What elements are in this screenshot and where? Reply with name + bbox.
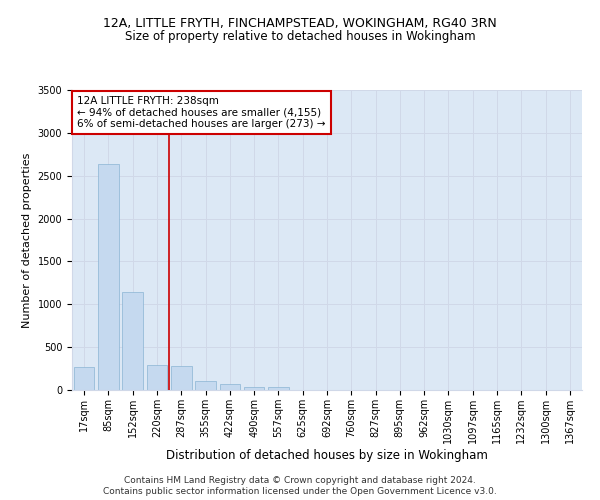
Bar [98, 164, 119, 390]
Bar [268, 388, 289, 390]
Y-axis label: Number of detached properties: Number of detached properties [22, 152, 32, 328]
Bar [244, 386, 265, 390]
Bar [171, 366, 191, 390]
X-axis label: Distribution of detached houses by size in Wokingham: Distribution of detached houses by size … [166, 448, 488, 462]
Bar [195, 381, 216, 390]
Bar [74, 367, 94, 390]
Bar [146, 365, 167, 390]
Text: Contains public sector information licensed under the Open Government Licence v3: Contains public sector information licen… [103, 488, 497, 496]
Text: 12A LITTLE FRYTH: 238sqm
← 94% of detached houses are smaller (4,155)
6% of semi: 12A LITTLE FRYTH: 238sqm ← 94% of detach… [77, 96, 326, 129]
Text: Contains HM Land Registry data © Crown copyright and database right 2024.: Contains HM Land Registry data © Crown c… [124, 476, 476, 485]
Bar [220, 384, 240, 390]
Text: Size of property relative to detached houses in Wokingham: Size of property relative to detached ho… [125, 30, 475, 43]
Text: 12A, LITTLE FRYTH, FINCHAMPSTEAD, WOKINGHAM, RG40 3RN: 12A, LITTLE FRYTH, FINCHAMPSTEAD, WOKING… [103, 18, 497, 30]
Bar [122, 292, 143, 390]
